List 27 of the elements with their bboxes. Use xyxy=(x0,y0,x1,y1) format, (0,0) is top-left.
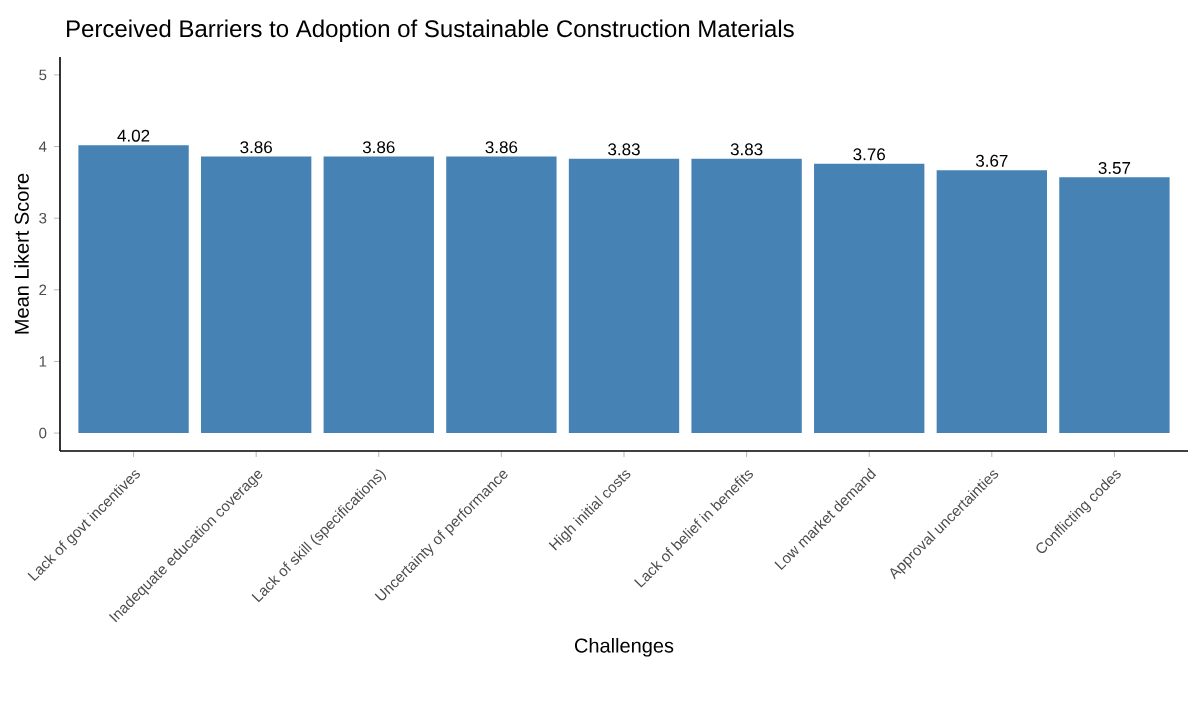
bar xyxy=(201,156,312,434)
data-label: 3.57 xyxy=(1098,161,1131,174)
bar xyxy=(568,158,680,434)
y-axis-title: Mean Likert Score xyxy=(14,173,29,334)
y-tick-label: 5 xyxy=(39,69,47,81)
bar xyxy=(78,145,189,434)
chart-title: Perceived Barriers to Adoption of Sustainable Construction Materials xyxy=(67,19,794,42)
data-label: 4.02 xyxy=(117,129,150,142)
y-tick-label: 4 xyxy=(38,141,47,152)
data-label: 3.86 xyxy=(485,141,518,154)
bar xyxy=(1059,177,1170,434)
bar xyxy=(936,170,1047,434)
data-label: 3.83 xyxy=(730,143,763,156)
data-label: 3.67 xyxy=(975,154,1008,167)
data-label: 3.76 xyxy=(853,148,886,161)
y-tick-label: 1 xyxy=(39,356,47,367)
bar xyxy=(814,163,925,434)
y-tick-label: 0 xyxy=(39,427,47,439)
bar xyxy=(323,156,434,434)
bar xyxy=(446,156,557,434)
data-label: 3.86 xyxy=(240,141,272,154)
data-label: 3.86 xyxy=(362,141,395,154)
data-label: 3.83 xyxy=(608,143,640,156)
y-tick-label: 3 xyxy=(39,212,47,224)
y-tick-label: 2 xyxy=(39,284,47,296)
bar xyxy=(691,158,802,434)
x-axis-title: Challenges xyxy=(574,637,674,657)
